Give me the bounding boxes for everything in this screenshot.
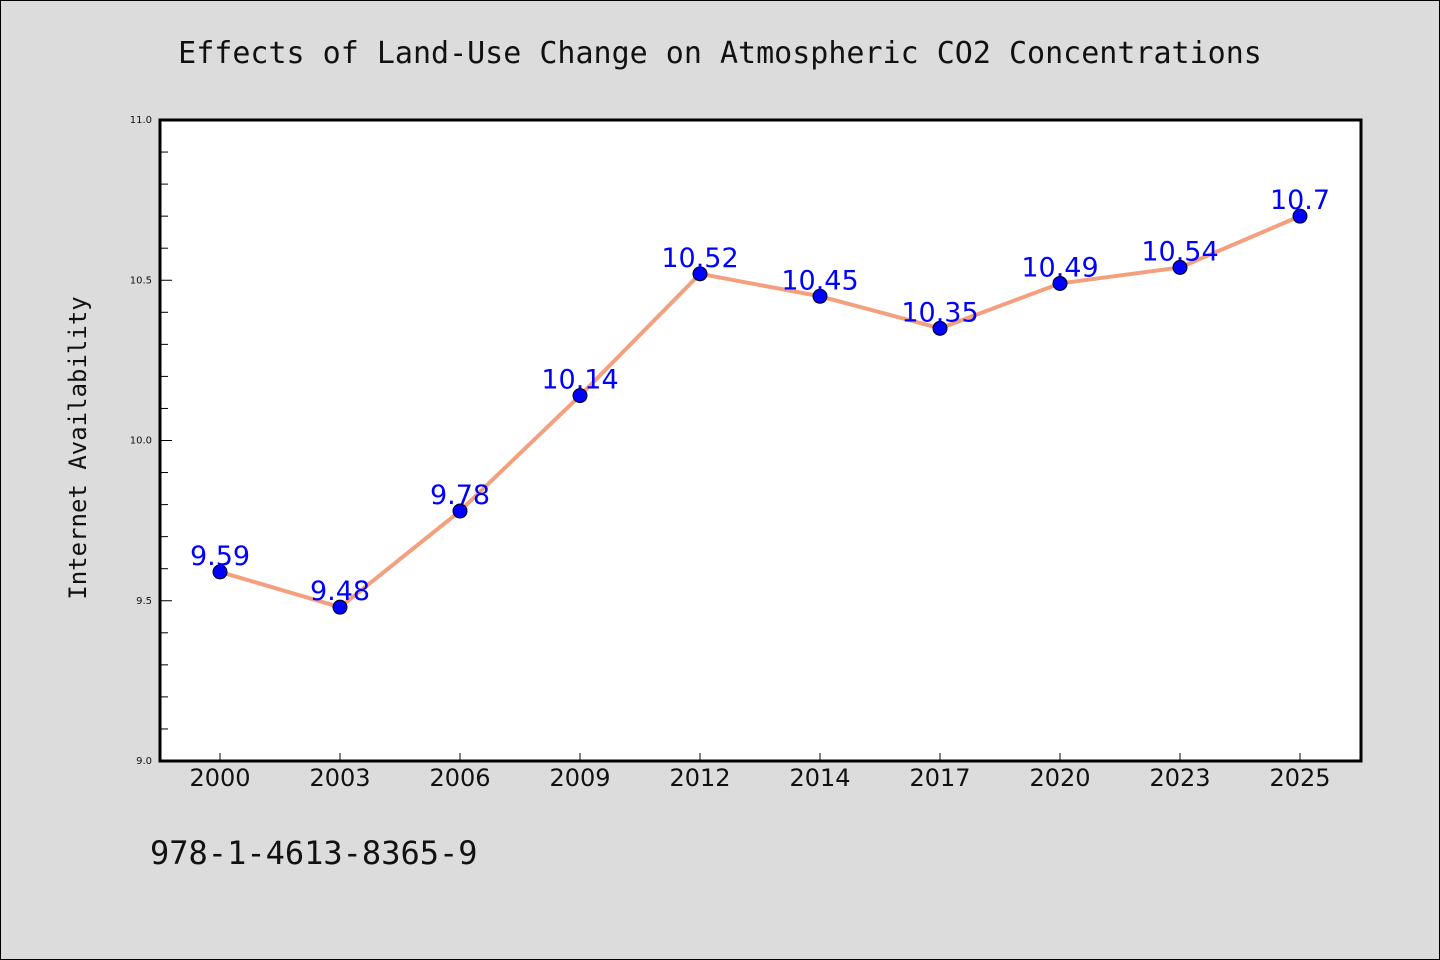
y-tick-label: 10.0 (130, 436, 152, 447)
y-axis-label: Internet Availability (64, 296, 92, 599)
x-tick-label: 2017 (909, 764, 970, 792)
data-point-marker (452, 503, 468, 519)
data-label: 10.52 (661, 243, 738, 274)
data-point-marker (1052, 275, 1068, 291)
y-axis: 9.0 9.5 10.0 10.5 11.0 (130, 115, 172, 767)
x-tick-label: 2020 (1029, 764, 1090, 792)
data-label-group: 9.59 9.48 9.78 10.14 10.52 10.45 10.35 10.49 10.… (190, 185, 1330, 607)
data-label: 10.49 (1021, 252, 1098, 283)
x-tick-label: 2014 (789, 764, 850, 792)
data-point-marker (812, 288, 828, 304)
y-tick-label: 11.0 (130, 115, 152, 126)
x-tick-label: 2023 (1149, 764, 1210, 792)
x-tick-label: 2012 (669, 764, 730, 792)
data-point-marker (572, 388, 588, 404)
x-tick-label: 2009 (549, 764, 610, 792)
data-point-marker (1292, 208, 1308, 224)
x-tick-label: 2006 (429, 764, 490, 792)
data-point-marker (332, 599, 348, 615)
data-label: 10.7 (1270, 185, 1330, 216)
data-point-marker (692, 266, 708, 282)
y-tick-label: 9.5 (136, 596, 152, 607)
data-point-marker (212, 564, 228, 580)
data-label: 10.45 (781, 265, 858, 296)
y-tick-label: 9.0 (136, 756, 152, 767)
marker-group (212, 208, 1308, 615)
data-point-marker (1172, 259, 1188, 275)
plot-area (158, 118, 1363, 763)
footnote: 978-1-4613-8365-9 (150, 834, 478, 872)
series-line-group (219, 214, 1301, 610)
x-tick-label: 2025 (1269, 764, 1330, 792)
chart-title: Effects of Land-Use Change on Atmospheri… (178, 36, 1262, 71)
data-label: 9.78 (430, 480, 490, 511)
y-tick-label: 10.5 (130, 275, 152, 286)
data-label: 9.59 (190, 541, 250, 572)
data-point-marker (932, 320, 948, 336)
data-label: 9.48 (310, 576, 370, 607)
data-label: 10.54 (1141, 236, 1218, 267)
x-axis: 2000 2003 2006 2009 2012 2014 2017 2020 2023 2025 (189, 753, 1331, 792)
x-tick-label: 2000 (189, 764, 250, 792)
series-line (219, 214, 1301, 610)
data-label: 10.14 (541, 365, 618, 396)
data-label: 10.35 (901, 297, 978, 328)
x-tick-label: 2003 (309, 764, 370, 792)
